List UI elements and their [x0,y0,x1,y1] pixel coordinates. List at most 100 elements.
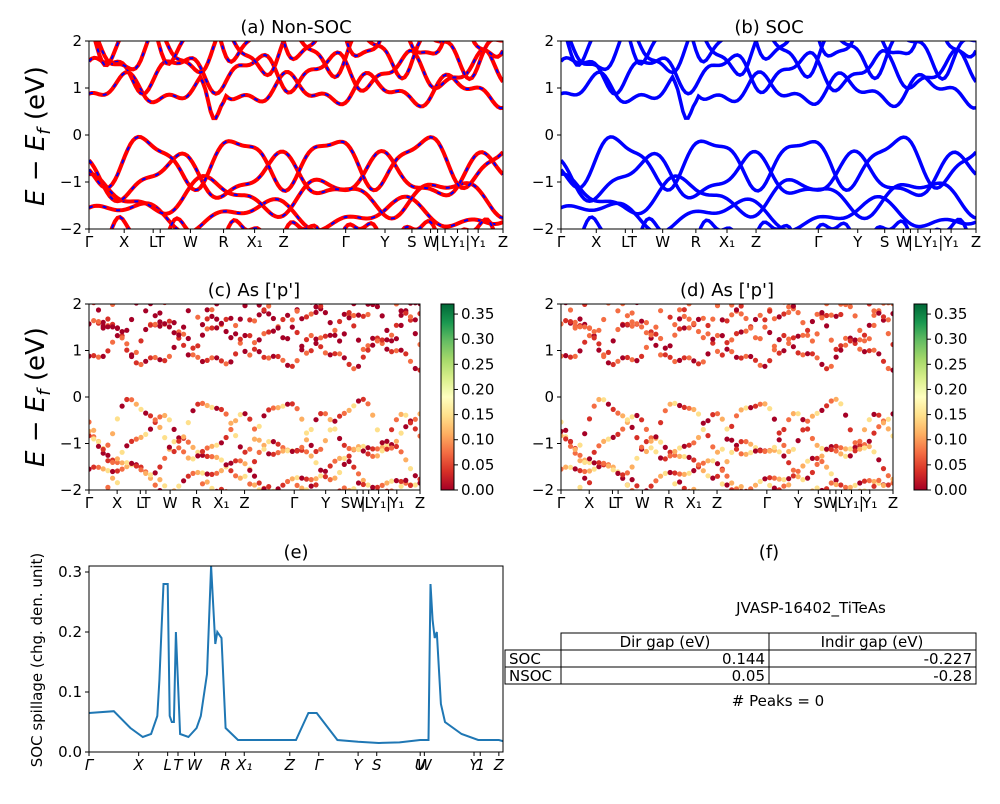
projected-point [285,401,291,407]
projected-point [880,358,887,364]
projected-point [824,366,830,372]
projected-point [100,319,106,325]
projected-point [289,448,295,454]
projected-point [313,482,319,488]
projected-point [407,420,414,426]
projected-point [819,407,825,413]
projected-point [786,476,792,482]
projected-point [729,487,735,490]
projected-point [266,439,272,445]
projected-point [417,476,420,482]
projected-point [805,458,811,464]
projected-point [695,328,702,335]
projected-point [805,332,811,338]
projected-point [152,321,158,327]
projected-point [185,308,191,314]
panel-b-xtick-label: Z [751,233,761,251]
projected-point [771,416,778,422]
projected-point [567,439,574,445]
projected-point [719,481,725,487]
projected-point [705,473,711,479]
projected-point [355,337,362,343]
panel-c-xtick-label: Y [320,494,331,512]
projected-point [337,488,342,490]
panel-b-xtick-label: X [591,233,601,251]
projected-point [323,289,328,294]
projected-point [847,484,853,490]
panel-c-projected: (c) As ['p'] 210−1−2 Γ X LT W R X₁ Z Γ Y S W|LY₁ |Y… [60,270,495,512]
projected-point [218,468,224,474]
projected-point [686,325,692,331]
projected-point [691,320,697,326]
projected-point [814,311,820,317]
projected-point [91,427,97,433]
panel-e-xtick-label: Z [493,756,505,774]
projected-point [601,460,607,466]
projected-point [228,335,234,341]
projected-point [379,440,385,446]
projected-point [710,475,716,481]
panel-d-xtick-label: | [833,494,838,512]
projected-point [266,304,272,309]
projected-point [332,475,338,481]
projected-point [266,484,272,490]
projected-point [412,317,418,323]
projected-point [384,480,390,486]
projected-point [412,473,418,479]
projected-point [738,329,744,335]
projected-point [857,446,863,452]
projected-point [629,310,635,316]
projected-point [714,304,721,309]
projected-point [157,310,163,316]
projected-point [351,304,357,307]
projected-point [624,321,631,327]
projected-point [337,318,343,325]
energy-ylabel-top: E − Ef (eV) [21,66,55,206]
projected-point [119,403,125,409]
panel-b-soc: (b) SOC 210−1−2 Γ X LT W R X₁ Z Γ Y S W| L Y₁ | Y₁ Z [532,17,981,251]
projected-point [819,445,825,452]
projected-point [752,316,759,323]
panel-d-cbtick-label: 0.35 [934,305,967,323]
projected-point [89,353,92,359]
projected-point [876,477,882,483]
projected-point [242,332,248,339]
projected-point [624,470,631,476]
projected-point [672,358,678,365]
projected-point [327,320,333,326]
projected-point [355,398,362,404]
projected-point [561,428,564,434]
projected-point [596,443,602,449]
projected-point [667,314,673,320]
projected-point [105,458,111,464]
panel-d-xtick-label: Z [712,494,722,512]
projected-point [582,475,588,481]
panel-a-xtick-label: Y₁ [449,233,465,251]
projected-point [393,348,399,354]
projected-point [186,277,191,282]
projected-point [138,338,144,344]
projected-point [667,453,673,459]
projected-point [256,487,262,490]
projected-point [805,418,811,424]
panel-e-xtick-label: X [133,756,145,774]
projected-point [605,463,612,469]
projected-point [695,434,702,441]
projected-point [233,270,238,275]
panel-b-xtick-label: R [691,233,701,251]
panel-c-ytick-label: −2 [60,481,82,499]
projected-point [800,352,806,358]
panel-d-projected: (d) As ['p'] 210−1−2 Γ X LT W R X₁ Z Γ Y S W|LY₁ |Y… [532,280,968,512]
band-line-soc [561,149,976,203]
projected-point [370,335,376,341]
row-soc-dir: 0.144 [722,650,765,668]
projected-point [629,414,635,420]
projected-point [586,325,593,331]
projected-point [261,446,267,452]
projected-point [209,485,215,490]
projected-point [322,333,328,339]
projected-point [355,312,362,318]
projected-point [771,347,778,353]
projected-point [771,444,778,450]
